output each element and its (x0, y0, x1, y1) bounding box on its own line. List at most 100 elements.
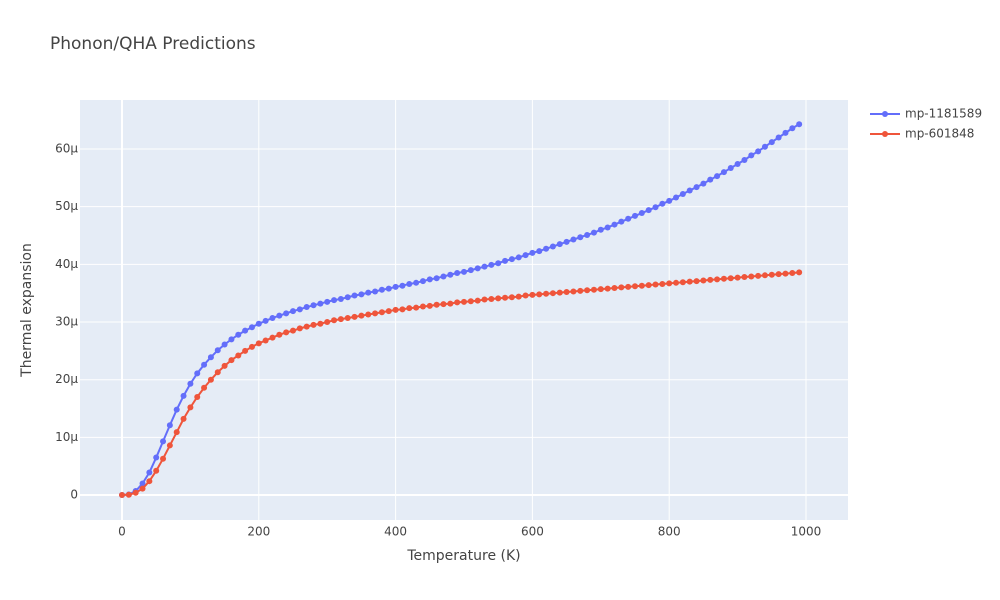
data-point (796, 121, 803, 128)
data-point (344, 294, 351, 301)
chart-title: Phonon/QHA Predictions (50, 34, 256, 54)
data-point (590, 286, 597, 293)
data-point (508, 294, 515, 301)
legend-marker (882, 131, 888, 137)
data-point (618, 218, 625, 225)
data-point (577, 287, 584, 294)
data-point (365, 289, 372, 296)
grid (80, 100, 848, 520)
data-point (426, 276, 433, 283)
data-point (399, 306, 406, 313)
data-point (351, 313, 358, 320)
data-point (310, 321, 317, 328)
plot-background (80, 100, 848, 520)
y-tick-label: 30μ (55, 315, 78, 329)
data-point (153, 467, 160, 474)
data-point (378, 286, 385, 293)
data-point (584, 287, 591, 294)
data-point (720, 169, 727, 176)
data-point (317, 320, 324, 327)
data-point (584, 231, 591, 238)
data-point (406, 280, 413, 287)
data-point (755, 148, 762, 155)
data-point (194, 393, 201, 400)
data-point (283, 329, 290, 336)
data-point (337, 295, 344, 302)
data-point (700, 180, 707, 187)
data-point (132, 489, 139, 496)
data-point (522, 292, 529, 299)
data-point (611, 221, 618, 228)
legend-label[interactable]: mp-1181589 (905, 107, 982, 121)
data-point (720, 275, 727, 282)
x-tick-label: 600 (521, 525, 544, 539)
data-point (433, 275, 440, 282)
data-point (727, 165, 734, 172)
data-point (160, 438, 167, 445)
y-tick-label: 10μ (55, 430, 78, 444)
data-point (166, 422, 173, 429)
data-point (242, 347, 249, 354)
x-tick-label: 800 (658, 525, 681, 539)
legend-label[interactable]: mp-601848 (905, 127, 974, 141)
data-point (289, 308, 296, 315)
data-point (474, 297, 481, 304)
x-axis-title: Temperature (K) (406, 548, 520, 564)
data-point (768, 139, 775, 146)
data-point (645, 282, 652, 289)
data-point (180, 392, 187, 399)
data-point (310, 302, 317, 309)
data-point (632, 283, 639, 290)
data-point (543, 245, 550, 252)
data-point (166, 442, 173, 449)
legend: mp-1181589 mp-601848 (870, 107, 982, 141)
data-point (625, 283, 632, 290)
x-tick-label: 0 (118, 525, 126, 539)
data-point (707, 276, 714, 283)
data-point (536, 291, 543, 298)
data-point (146, 478, 153, 485)
data-point (714, 173, 721, 180)
legend-marker (882, 111, 888, 117)
data-point (139, 485, 146, 492)
data-point (522, 252, 529, 259)
data-point (454, 299, 461, 306)
data-point (262, 317, 269, 324)
data-point (187, 380, 194, 387)
data-point (495, 295, 502, 302)
data-point (543, 290, 550, 297)
data-point (748, 273, 755, 280)
data-point (214, 347, 221, 354)
data-point (296, 325, 303, 332)
data-point (570, 236, 577, 243)
data-point (768, 271, 775, 278)
data-point (604, 285, 611, 292)
data-point (317, 300, 324, 307)
data-point (392, 306, 399, 313)
data-point (502, 257, 509, 264)
data-point (556, 241, 563, 248)
y-tick-label: 0 (70, 488, 78, 502)
data-point (385, 308, 392, 315)
data-point (372, 310, 379, 317)
data-point (331, 297, 338, 304)
data-point (385, 285, 392, 292)
y-tick-label: 60μ (55, 142, 78, 156)
data-point (563, 238, 570, 245)
data-point (693, 278, 700, 285)
data-point (228, 336, 235, 343)
data-point (221, 341, 228, 348)
data-point (194, 370, 201, 377)
data-point (378, 309, 385, 316)
data-point (679, 190, 686, 197)
data-point (536, 248, 543, 255)
data-point (461, 268, 467, 275)
data-point (248, 343, 255, 350)
data-point (351, 292, 358, 299)
data-point (276, 312, 283, 319)
data-point (440, 301, 447, 308)
data-point (324, 298, 331, 305)
data-point (632, 212, 639, 219)
data-point (666, 280, 673, 287)
